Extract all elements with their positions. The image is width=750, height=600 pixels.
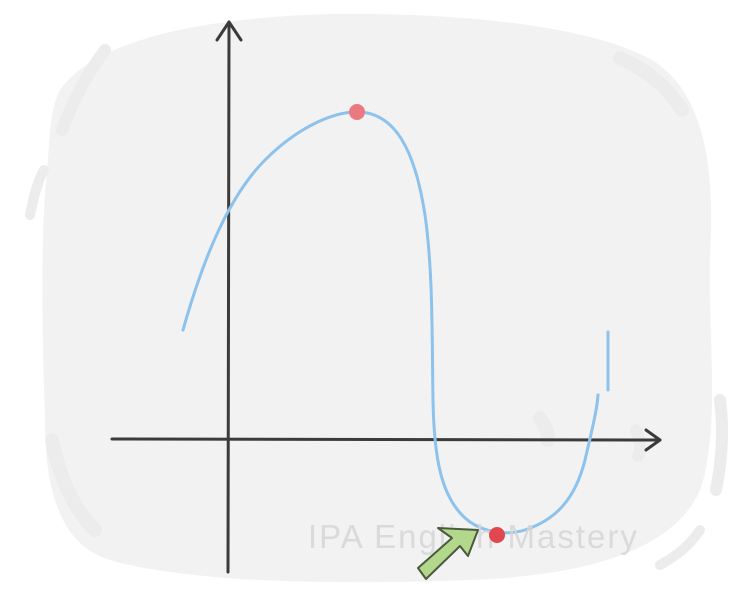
- sketch-stroke: [533, 411, 555, 447]
- x-axis: [110, 437, 662, 442]
- sketch-stroke: [25, 165, 49, 220]
- sketch-stroke: [45, 433, 102, 537]
- y-axis: [226, 20, 231, 574]
- local-maximum-point: [349, 104, 365, 120]
- decorative-strokes: [25, 44, 729, 570]
- x-axis-arrowhead: [644, 428, 662, 452]
- sketch-stroke: [613, 51, 689, 117]
- sketch-stroke: [655, 525, 705, 570]
- arrow-icon: [417, 527, 479, 580]
- sketch-stroke: [630, 424, 647, 462]
- axes: [110, 20, 662, 574]
- background-blob: [42, 13, 713, 583]
- y-axis-arrowhead: [215, 20, 243, 42]
- sketch-stroke: [56, 44, 111, 136]
- sketch-stroke: [710, 394, 729, 496]
- local-minimum-point: [489, 527, 505, 543]
- function-curve: [181, 110, 600, 535]
